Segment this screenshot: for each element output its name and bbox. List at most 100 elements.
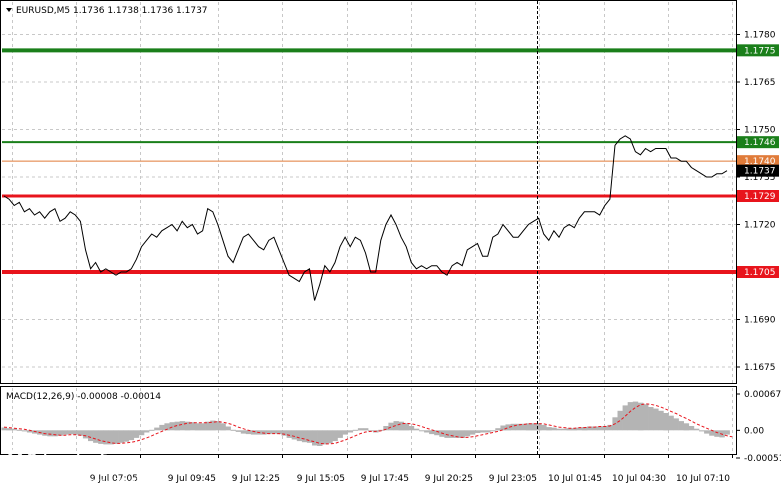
x-tick-label: 10 Jul 04:30 — [612, 474, 666, 484]
macd-bar — [475, 430, 481, 433]
macd-bar — [352, 429, 359, 431]
macd-bar — [47, 430, 53, 437]
macd-bar — [617, 410, 623, 431]
macd-bar — [261, 430, 267, 435]
macd-bar — [317, 430, 323, 446]
macd-bar — [159, 424, 165, 431]
macd-bar — [149, 429, 155, 431]
macd-bar — [500, 425, 506, 431]
macd-bar — [480, 430, 486, 433]
current-price-label: 1.1737 — [744, 167, 776, 177]
macd-bar — [531, 423, 537, 431]
macd-bar — [699, 430, 705, 432]
x-tick-label: 10 Jul 07:10 — [676, 474, 730, 484]
macd-bar — [108, 430, 114, 445]
current-price-tag — [737, 164, 779, 177]
macd-bar — [444, 430, 450, 438]
macd-bar — [587, 426, 593, 431]
macd-bar — [194, 423, 201, 431]
macd-bar — [72, 430, 79, 435]
macd-bar — [683, 423, 690, 431]
macd-bar — [67, 430, 73, 435]
macd-bar — [627, 402, 634, 431]
macd-bar — [133, 430, 140, 438]
macd-bar — [714, 430, 720, 437]
macd-bar — [123, 430, 130, 442]
price-level-label: 1.1746 — [744, 138, 776, 148]
macd-bar — [495, 428, 501, 431]
macd-bar — [266, 430, 272, 435]
price-level-tag — [737, 44, 779, 57]
macd-bar — [449, 430, 455, 438]
price-panel-frame — [0, 0, 737, 384]
macd-bar — [419, 430, 425, 432]
logo-wordmark: instaforex — [42, 450, 157, 476]
price-level-label: 1.1740 — [744, 157, 776, 167]
macd-bar — [704, 430, 710, 434]
x-tick-label: 9 Jul 17:45 — [361, 474, 409, 484]
macd-bar — [250, 430, 257, 435]
macd-bar — [632, 401, 639, 431]
macd-bar — [286, 430, 292, 438]
macd-bar — [469, 430, 476, 435]
price-level-label: 1.1705 — [744, 268, 776, 278]
macd-bar — [403, 423, 410, 431]
macd-bar — [454, 430, 460, 438]
macd-bar — [622, 405, 628, 431]
y-tick-label: 1.1690 — [744, 316, 776, 326]
macd-bar — [26, 430, 33, 433]
macd-bar — [164, 423, 170, 431]
macd-bar — [77, 430, 84, 436]
macd-bar — [607, 424, 613, 431]
macd-bar — [637, 402, 644, 431]
macd-bar — [306, 430, 313, 443]
macd-bar — [342, 430, 348, 435]
price-level-tag — [737, 155, 779, 168]
macd-bar — [118, 430, 124, 443]
x-tick-label: 9 Jul 09:45 — [168, 474, 216, 484]
macd-bar — [643, 404, 649, 431]
macd-bar — [16, 429, 23, 431]
x-tick-label: 9 Jul 07:05 — [90, 474, 138, 484]
x-tick-label: 10 Jul 01:45 — [548, 474, 602, 484]
macd-bar — [525, 423, 532, 431]
macd-bar — [408, 426, 415, 431]
macd-y-tick-label: 0.00 — [744, 426, 764, 436]
x-tick-label: 9 Jul 12:25 — [232, 474, 280, 484]
macd-bar — [52, 430, 58, 437]
macd-y-tick-label: -0.00051 — [744, 454, 781, 464]
macd-bar — [383, 426, 389, 431]
macd-bar — [189, 422, 196, 431]
macd-bar — [57, 430, 63, 436]
macd-bar — [322, 430, 328, 445]
macd-bar — [21, 430, 28, 432]
macd-bar — [225, 426, 231, 431]
macd-bar — [388, 422, 394, 431]
dropdown-triangle-icon[interactable] — [6, 8, 12, 12]
macd-bar — [581, 427, 588, 431]
macd-bar — [215, 421, 221, 431]
macd-bar — [561, 428, 567, 431]
macd-title: MACD(12,26,9) -0.00008 -0.00014 — [6, 392, 161, 402]
macd-bar — [312, 430, 318, 446]
macd-bar — [566, 428, 572, 431]
macd-bar — [673, 418, 679, 431]
macd-bar — [154, 427, 160, 431]
macd-bar — [653, 408, 659, 431]
macd-y-tick-label: 0.00067 — [744, 390, 781, 400]
macd-bar — [485, 430, 491, 433]
axis-labels: 1.1780 1.1765 1.1750 1.1735 1.1720 1.1705 1.16… — [90, 31, 781, 485]
macd-bar — [200, 423, 206, 431]
macd-bar — [291, 430, 298, 440]
y-tick-label: 1.1750 — [744, 126, 776, 136]
macd-bar — [174, 421, 180, 431]
macd-bar — [271, 430, 277, 434]
macd-bar — [648, 407, 654, 431]
macd-bar — [490, 430, 496, 432]
macd-bar — [179, 421, 186, 431]
macd-bar — [693, 428, 700, 431]
macd-bar — [337, 430, 343, 438]
x-tick-label: 9 Jul 23:05 — [489, 474, 537, 484]
macd-bar — [210, 420, 216, 431]
